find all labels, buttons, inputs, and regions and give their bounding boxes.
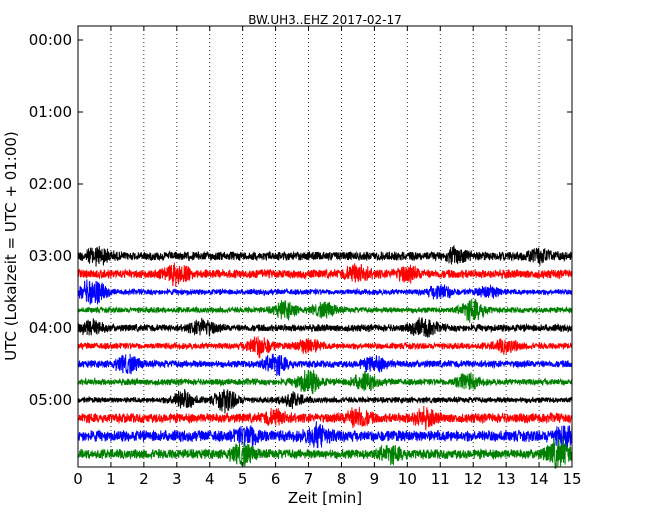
trace-line	[77, 406, 573, 431]
trace-line	[77, 369, 573, 395]
x-tick-label: 13	[497, 470, 516, 488]
trace-line	[77, 353, 573, 377]
y-tick-label: 00:00	[29, 31, 72, 49]
chart-title: BW.UH3..EHZ 2017-02-17	[248, 13, 402, 27]
y-axis-title: UTC (Lokalzeit = UTC + 01:00)	[2, 131, 20, 361]
x-tick-label: 3	[172, 470, 182, 488]
x-tick-label: 4	[205, 470, 215, 488]
y-tick-label: 04:00	[29, 319, 72, 337]
grid-lines	[110, 26, 540, 467]
seismic-traces	[77, 244, 573, 469]
x-tick-label: 11	[431, 470, 450, 488]
x-tick-label: 14	[530, 470, 549, 488]
x-tick-label: 5	[238, 470, 248, 488]
y-tick-label: 03:00	[29, 247, 72, 265]
x-tick-label: 9	[370, 470, 380, 488]
y-tick-label: 05:00	[29, 391, 72, 409]
x-tick-label: 10	[398, 470, 417, 488]
trace-line	[77, 317, 573, 338]
trace-line	[77, 298, 573, 323]
y-axis-ticks: 00:00 01:00 02:00 03:00 04:00 05:00	[29, 31, 572, 409]
trace-line	[77, 244, 573, 267]
trace-line	[77, 279, 573, 305]
x-tick-label: 0	[73, 470, 83, 488]
x-tick-label: 8	[337, 470, 347, 488]
plot-frame	[77, 25, 573, 468]
trace-line	[77, 437, 573, 469]
trace-line	[77, 389, 573, 414]
x-tick-label: 7	[304, 470, 314, 488]
x-tick-label: 15	[562, 470, 581, 488]
y-tick-label: 02:00	[29, 175, 72, 193]
x-axis-ticks: 0 1 2 3 4 5 6 7 8 9 10 11 12 13 14 15	[73, 26, 582, 488]
trace-line	[77, 336, 573, 359]
trace-line	[77, 262, 573, 287]
x-tick-label: 1	[106, 470, 116, 488]
x-axis-title: Zeit [min]	[288, 489, 362, 507]
x-tick-label: 6	[271, 470, 281, 488]
trace-line	[77, 421, 573, 449]
y-tick-label: 01:00	[29, 103, 72, 121]
x-tick-label: 2	[139, 470, 149, 488]
x-tick-label: 12	[464, 470, 483, 488]
